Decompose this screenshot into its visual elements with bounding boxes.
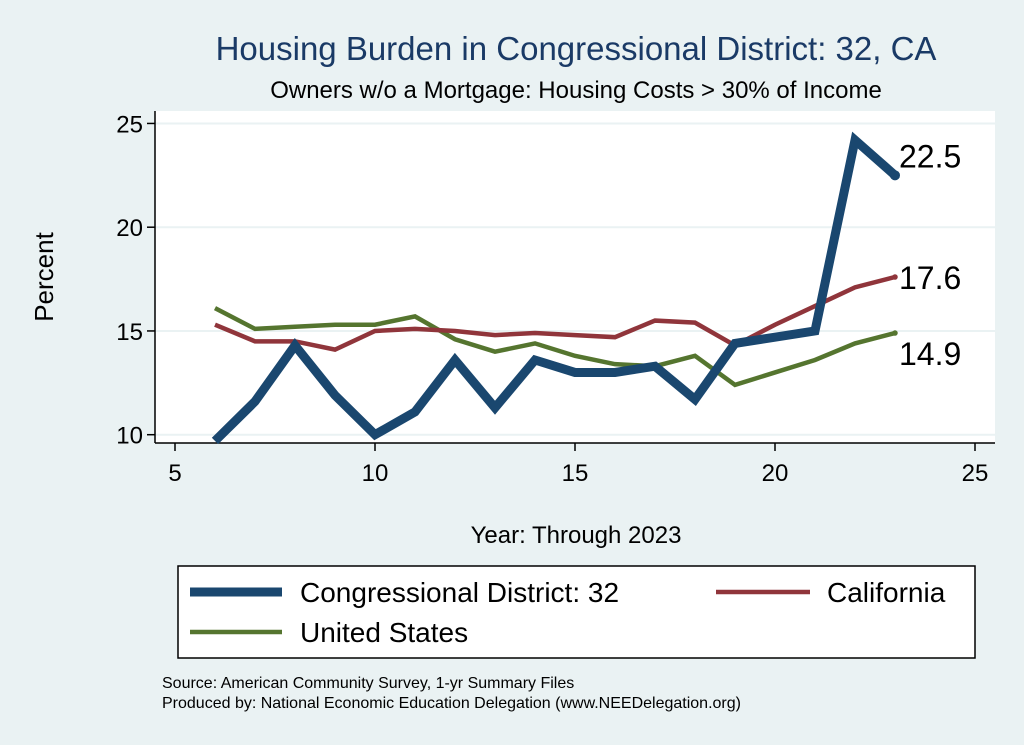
y-tick-label: 10 [116, 423, 143, 450]
endlabel-layer: 22.5 17.6 14.9 [899, 138, 961, 372]
chart-title: Housing Burden in Congressional District… [216, 30, 937, 67]
series-point [890, 170, 900, 181]
produced-note: Produced by: National Economic Education… [162, 695, 741, 712]
y-tick-label: 25 [116, 111, 143, 138]
tick-layer: 10 15 20 25 5 10 15 20 25 [116, 111, 988, 487]
legend-box [177, 565, 976, 659]
y-tick-label: 15 [116, 319, 143, 346]
x-tick-label: 15 [562, 460, 589, 487]
legend-label: United States [300, 617, 468, 648]
chart-subtitle: Owners w/o a Mortgage: Housing Costs > 3… [270, 77, 882, 104]
end-label: 14.9 [899, 336, 961, 372]
series-point [892, 330, 898, 336]
x-tick-label: 20 [762, 460, 789, 487]
series-layer [211, 131, 900, 445]
series-line-united-states [213, 306, 896, 388]
series-point [892, 274, 898, 280]
legend-layer: Congressional District: 32 California Unit… [190, 577, 946, 648]
end-label: 22.5 [899, 138, 961, 174]
x-tick-label: 25 [962, 460, 989, 487]
series-line-california [214, 274, 896, 352]
x-tick-label: 5 [168, 460, 181, 487]
x-tick-label: 10 [362, 460, 389, 487]
plot-area [155, 111, 995, 443]
x-axis-title: Year: Through 2023 [471, 522, 682, 549]
series-line-congressional-district-32 [211, 131, 898, 445]
legend-label: California [827, 577, 946, 608]
legend-label: Congressional District: 32 [300, 577, 619, 608]
end-label: 17.6 [899, 260, 961, 296]
grid-layer [155, 122, 995, 436]
y-tick-label: 20 [116, 215, 143, 242]
source-note: Source: American Community Survey, 1-yr … [162, 675, 574, 692]
y-axis-title: Percent [29, 231, 59, 321]
